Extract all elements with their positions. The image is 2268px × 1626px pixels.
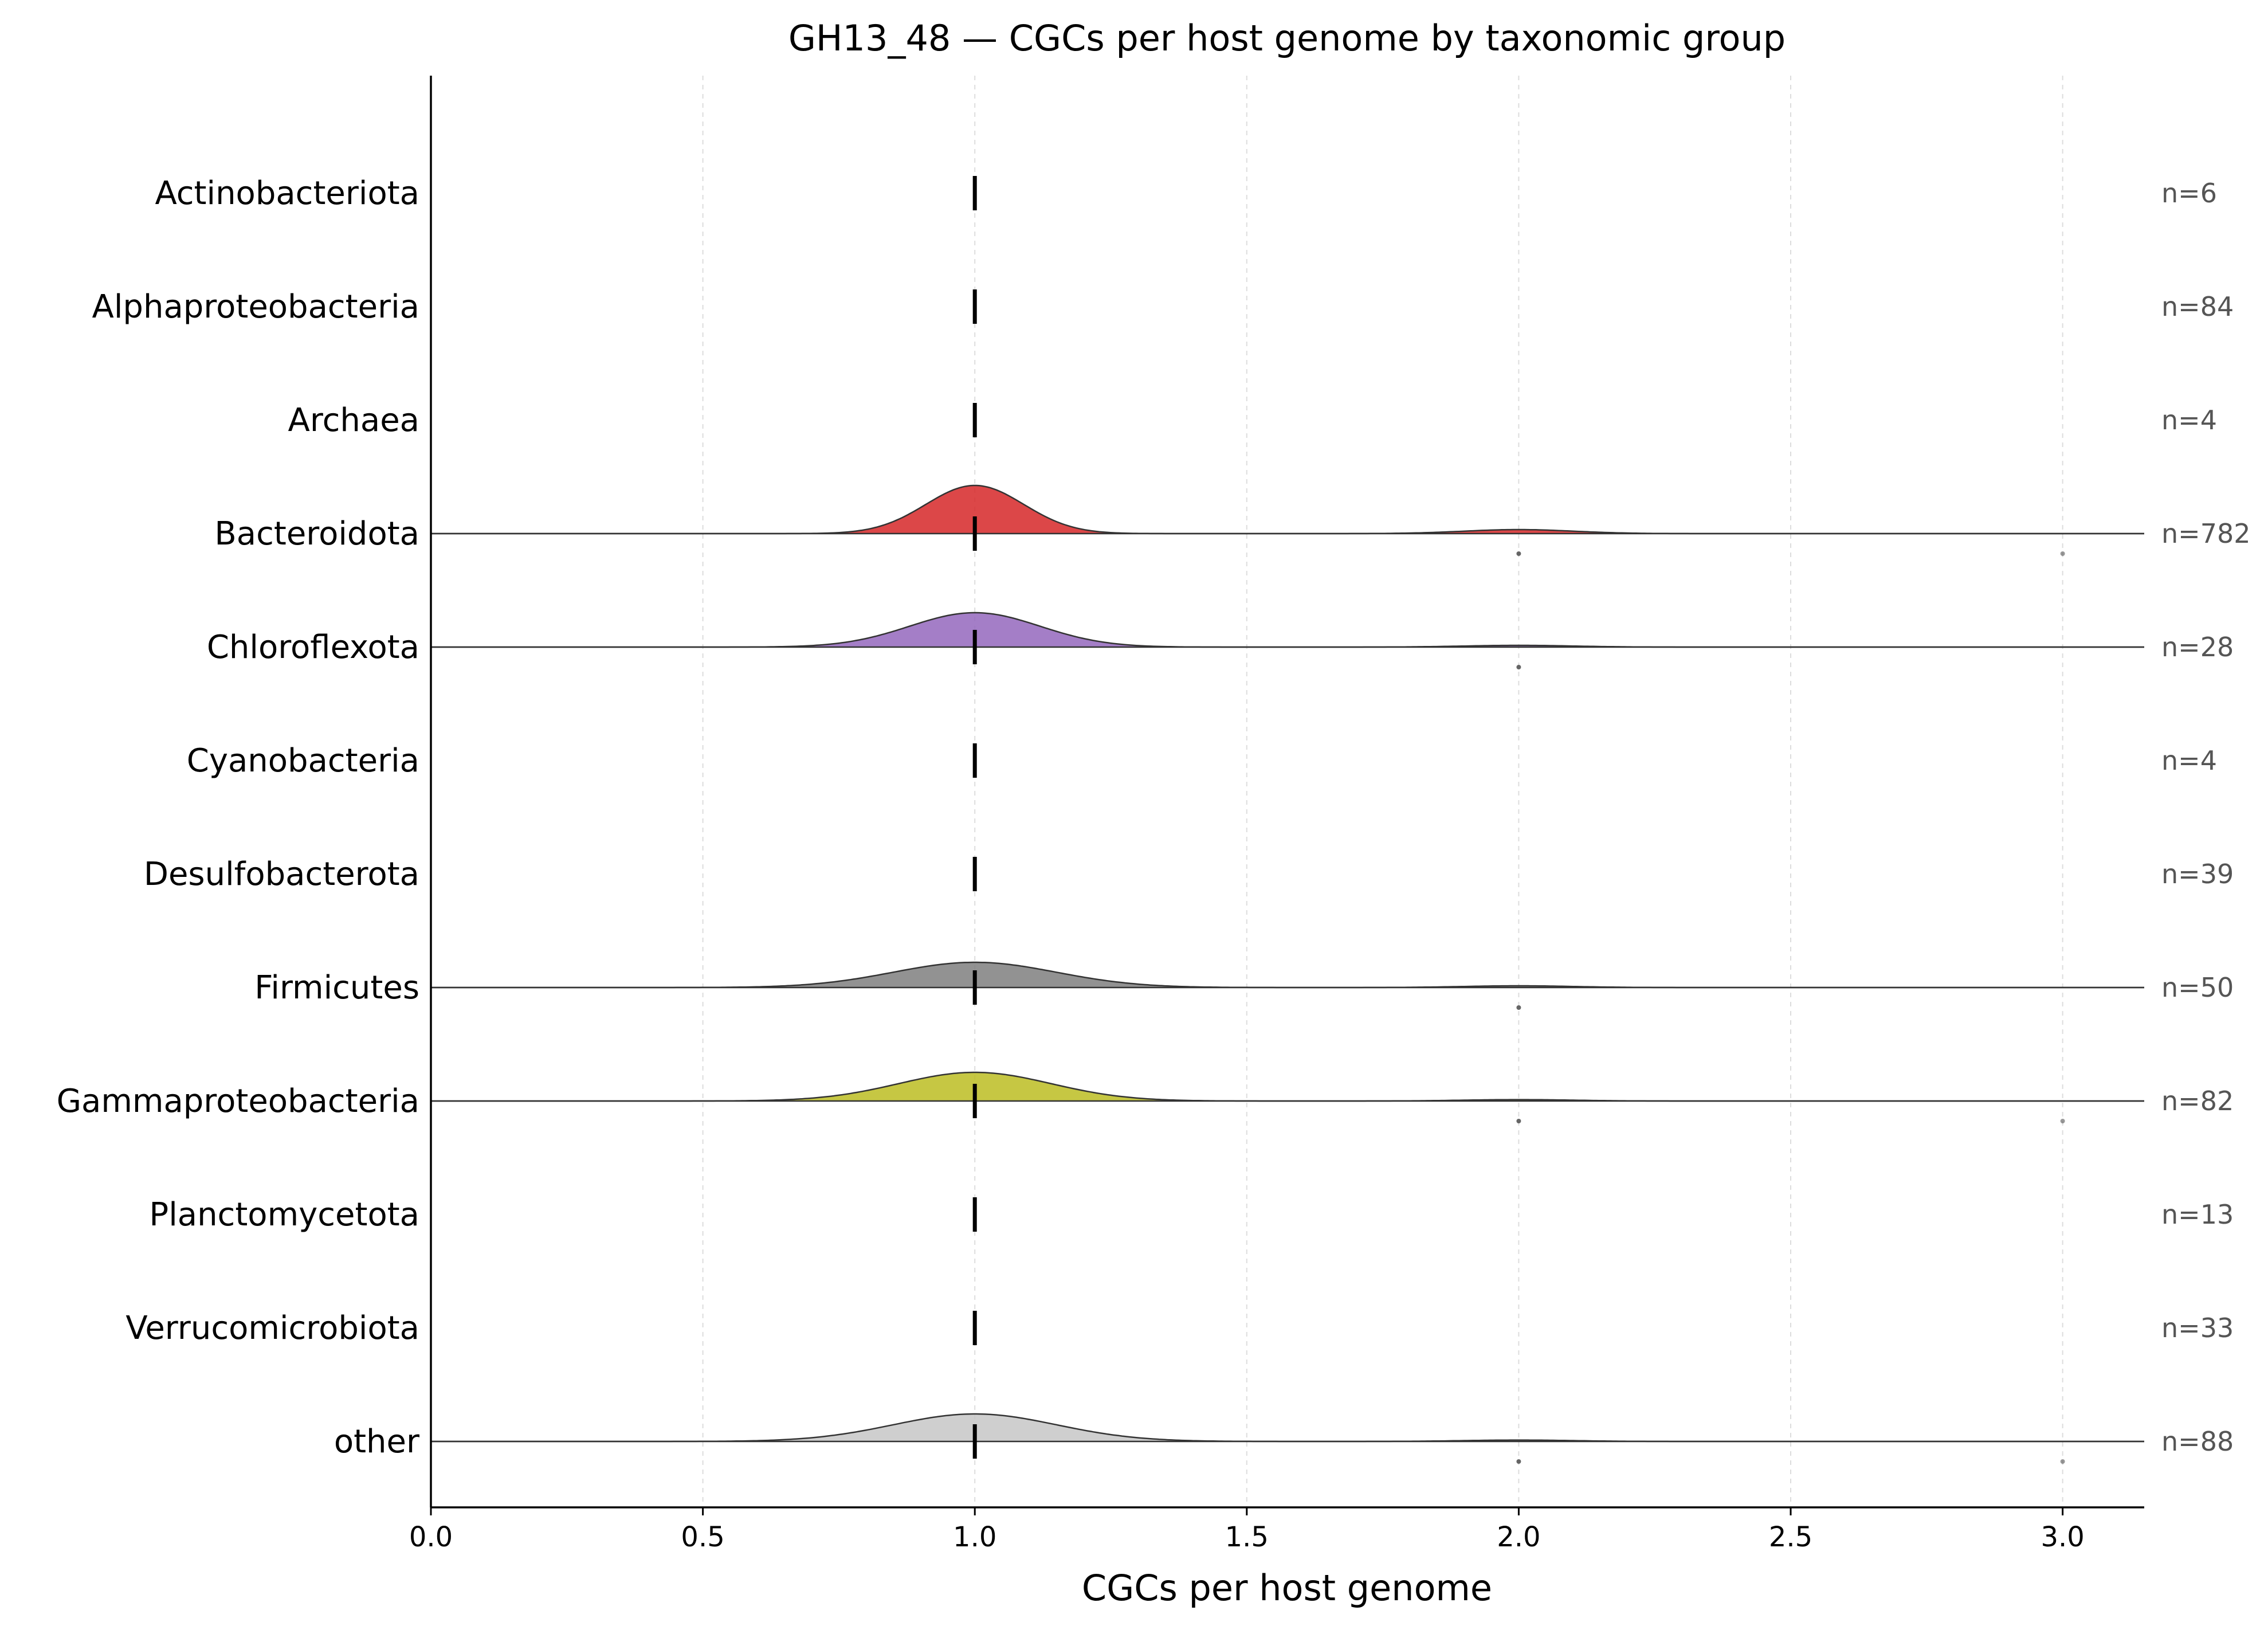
outlier-point [1516, 665, 1521, 669]
sample-size-label-firmicutes: n=50 [2161, 972, 2234, 1003]
sample-size-label-other: n=88 [2161, 1426, 2234, 1457]
category-label-desulfobacterota: Desulfobacterota [144, 856, 419, 893]
sample-size-label-bacteroidota: n=782 [2161, 518, 2251, 549]
category-label-cyanobacteria: Cyanobacteria [187, 742, 419, 779]
x-tick-label: 3.0 [2041, 1521, 2084, 1553]
sample-size-label-verrucomicrobiota: n=33 [2161, 1312, 2234, 1343]
category-label-gammaproteobacteria: Gammaproteobacteria [57, 1083, 419, 1120]
ridges [431, 176, 2144, 1464]
x-ticks: 0.0 0.5 1.0 1.5 2.0 2.5 3.0 [409, 1507, 2085, 1553]
category-label-actinobacteriota: Actinobacteriota [155, 175, 419, 212]
category-label-firmicutes: Firmicutes [254, 969, 419, 1006]
category-label-bacteroidota: Bacteroidota [214, 515, 419, 553]
outlier-point [1516, 1459, 1521, 1464]
ridge-chloroflexota [431, 612, 2144, 669]
x-tick-label: 2.0 [1497, 1521, 1540, 1553]
category-label-verrucomicrobiota: Verrucomicrobiota [125, 1310, 419, 1347]
x-tick-label: 2.5 [1769, 1521, 1812, 1553]
sample-size-label-planctomycetota: n=13 [2161, 1199, 2234, 1230]
ridge-gammaproteobacteria [431, 1071, 2144, 1123]
x-axis-label: CGCs per host genome [1082, 1567, 1492, 1609]
axes [430, 76, 2144, 1509]
outlier-point [1516, 1119, 1521, 1123]
category-label-chloroflexota: Chloroflexota [207, 629, 419, 666]
ridge-bacteroidota [431, 484, 2144, 556]
category-label-alphaproteobacteria: Alphaproteobacteria [92, 288, 419, 326]
outlier-point [1516, 1005, 1521, 1010]
category-label-archaea: Archaea [288, 402, 419, 439]
chart-title: GH13_48 — CGCs per host genome by taxono… [788, 17, 1786, 59]
category-label-planctomycetota: Planctomycetota [149, 1196, 419, 1233]
sample-size-labels: n=6 n=84 n=4 n=782 n=28 n=4 n=39 n=50 n=82 n=13 n=… [2161, 178, 2251, 1457]
sample-size-label-gammaproteobacteria: n=82 [2161, 1086, 2234, 1116]
outlier-point [2060, 1459, 2065, 1464]
ridge-fill [818, 485, 1132, 534]
category-label-other: other [334, 1423, 420, 1460]
x-tick-label: 1.5 [1225, 1521, 1269, 1553]
outlier-point [2060, 1119, 2065, 1123]
ridge-other [431, 1413, 2144, 1464]
x-tick-label: 0.5 [681, 1521, 724, 1553]
category-labels: Actinobacteriota Alphaproteobacteria Archa… [57, 175, 420, 1460]
sample-size-label-archaea: n=4 [2161, 405, 2217, 436]
ridge-firmicutes [431, 961, 2144, 1010]
sample-size-label-actinobacteriota: n=6 [2161, 178, 2217, 209]
sample-size-label-alphaproteobacteria: n=84 [2161, 291, 2234, 322]
sample-size-label-chloroflexota: n=28 [2161, 632, 2234, 663]
outlier-point [2060, 551, 2065, 556]
sample-size-label-desulfobacterota: n=39 [2161, 859, 2234, 890]
outlier-point [1516, 551, 1521, 556]
x-tick-label: 0.0 [409, 1521, 453, 1553]
sample-size-label-cyanobacteria: n=4 [2161, 745, 2217, 776]
x-tick-label: 1.0 [953, 1521, 996, 1553]
